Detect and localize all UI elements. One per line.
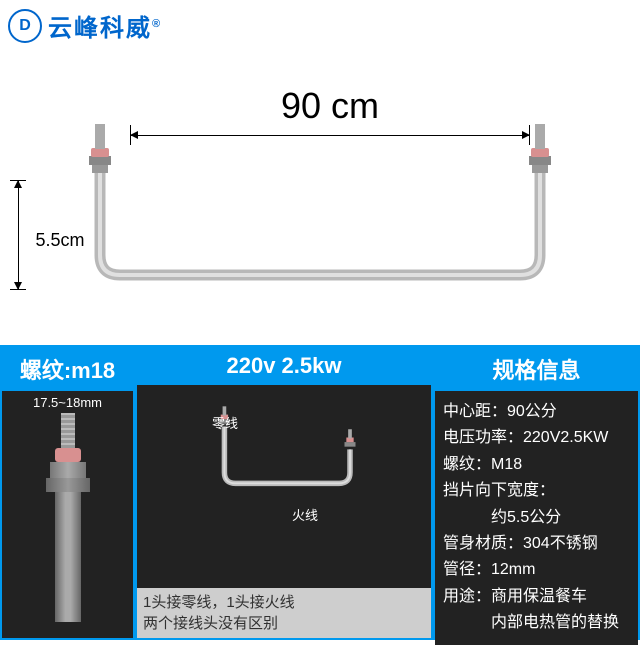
thread-panel: 螺纹:m18 17.5~18mm	[0, 345, 135, 640]
voltage-panel: 220v 2.5kw 零线 火线 1头接零线，1头接火线 两个接线头没有区别	[135, 345, 433, 640]
spec-row: 管径：12mm	[443, 557, 630, 583]
spec-row: 用途：商用保温餐车	[443, 584, 630, 610]
voltage-body: 零线 火线 1头接零线，1头接火线 两个接线头没有区别	[137, 385, 431, 638]
thread-photo: 17.5~18mm	[2, 391, 133, 638]
thread-measure: 17.5~18mm	[33, 395, 102, 410]
live-wire-label: 火线	[292, 505, 318, 524]
spec-row: 中心距：90公分	[443, 399, 630, 425]
spec-row: 内部电热管的替换	[443, 610, 630, 636]
bolt-icon	[44, 413, 92, 622]
spec-header: 规格信息	[435, 347, 638, 391]
info-panels: 螺纹:m18 17.5~18mm 220v 2.5kw 零线 火线 1头接零线，…	[0, 345, 640, 640]
main-diagram: 90 cm 5.5cm	[0, 70, 640, 340]
voltage-header: 220v 2.5kw	[137, 347, 431, 385]
spec-row: 挡片向下宽度：	[443, 478, 630, 504]
height-dimension: 5.5cm	[10, 180, 26, 290]
spec-row: 约5.5公分	[443, 505, 630, 531]
brand-name: 云峰科威®	[48, 8, 162, 43]
spec-row: 螺纹：M18	[443, 452, 630, 478]
neutral-wire-label: 零线	[212, 413, 238, 432]
wiring-note: 1头接零线，1头接火线 两个接线头没有区别	[137, 588, 431, 638]
heating-tube-icon	[40, 100, 600, 320]
spec-row: 电压功率：220V2.5KW	[443, 425, 630, 451]
spec-row: 管身材质：304不锈钢	[443, 531, 630, 557]
spec-list: 中心距：90公分电压功率：220V2.5KW螺纹：M18挡片向下宽度： 约5.5…	[435, 391, 638, 645]
brand-logo: D 云峰科威®	[8, 8, 162, 43]
logo-mark-icon: D	[8, 9, 42, 43]
thread-header: 螺纹:m18	[2, 347, 133, 391]
spec-panel: 规格信息 中心距：90公分电压功率：220V2.5KW螺纹：M18挡片向下宽度：…	[433, 345, 640, 640]
